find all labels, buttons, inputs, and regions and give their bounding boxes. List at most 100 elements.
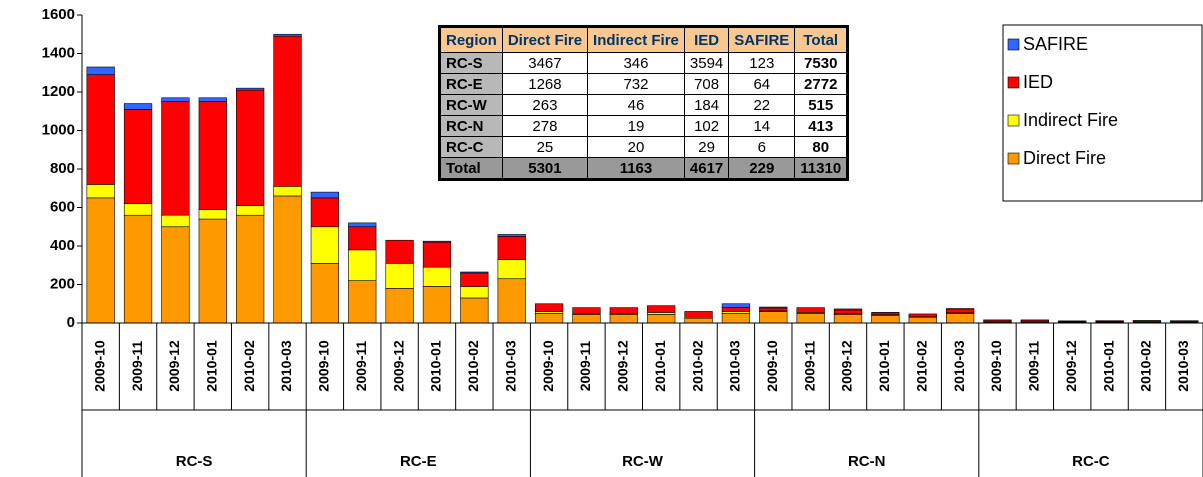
x-tick-label: 2009-12 (615, 340, 631, 392)
x-tick-label: 2010-03 (502, 340, 518, 392)
bar-segment (609, 307, 638, 314)
summary-table: Region Direct Fire Indirect Fire IED SAFIRE T… (438, 25, 850, 181)
bar-segment (273, 195, 302, 324)
bar-segment (945, 308, 975, 314)
bar-segment (833, 309, 863, 315)
table-row: RC-C 25 20 29 6 80 (439, 136, 849, 158)
bar-segment (273, 35, 302, 187)
bar-segment (273, 186, 302, 197)
table-cell: 14 (728, 115, 796, 137)
bar-segment (759, 307, 788, 312)
table-cell: 1163 (587, 157, 685, 180)
table-cell: 7530 (794, 52, 849, 74)
bar-segment (460, 297, 489, 324)
bar-segment (123, 103, 153, 110)
table-cell: RC-E (439, 73, 503, 95)
bar-segment (422, 240, 452, 243)
table-cell: RC-S (439, 52, 503, 74)
bar-segment (460, 272, 489, 287)
table-cell: 732 (587, 73, 685, 95)
bar-segment (534, 303, 564, 312)
bar-segment (422, 266, 452, 287)
table-row: RC-W 263 46 184 22 515 (439, 94, 849, 116)
bar-segment (908, 316, 937, 324)
header-cell: Direct Fire (501, 26, 589, 53)
x-tick-label: 2010-02 (465, 340, 481, 392)
bar-segment (497, 234, 526, 237)
bar-segment (273, 33, 302, 37)
legend-swatch (1007, 38, 1020, 51)
bar-segment (647, 305, 676, 313)
x-tick-label: 2009-11 (129, 340, 145, 391)
bar-segment (310, 197, 340, 228)
table-cell: 263 (501, 94, 589, 116)
x-tick-label: 2010-02 (913, 340, 929, 392)
x-tick-label: 2009-11 (577, 340, 593, 391)
bar-segment (310, 226, 340, 264)
x-tick-label: 2010-03 (278, 340, 294, 392)
table-cell: 22 (728, 94, 796, 116)
legend-swatch (1007, 152, 1020, 165)
x-tick-label: 2009-10 (91, 340, 107, 392)
bar-segment (86, 197, 115, 324)
table-cell: 1268 (501, 73, 589, 95)
y-tick-label: 1600 (42, 6, 75, 23)
bar-segment (385, 288, 414, 324)
bar-segment (422, 286, 452, 324)
x-tick-label: 2010-01 (203, 340, 219, 392)
table-cell: 5301 (501, 157, 589, 180)
header-cell: SAFIRE (728, 26, 796, 53)
table-cell: 102 (683, 115, 730, 137)
table-row: Total 5301 1163 4617 229 11310 (439, 157, 849, 180)
bar-segment (161, 214, 190, 228)
x-tick-label: 2009-12 (390, 340, 406, 392)
y-tick-label: 400 (50, 237, 75, 254)
legend-label: SAFIRE (1023, 34, 1088, 54)
table-cell: 346 (587, 52, 685, 74)
table-cell: 229 (728, 157, 796, 180)
group-label: RC-N (848, 453, 886, 470)
table-cell: 3594 (683, 52, 730, 74)
x-tick-label: 2010-02 (241, 340, 257, 392)
x-tick-label: 2010-02 (1138, 340, 1154, 392)
bar-segment (161, 97, 190, 102)
x-tick-label: 2009-11 (801, 340, 817, 391)
legend-label: Direct Fire (1023, 148, 1106, 168)
table-cell: RC-N (439, 115, 503, 137)
x-tick-label: 2009-12 (1063, 340, 1079, 392)
bar-segment (759, 306, 788, 309)
bar-segment (161, 101, 190, 216)
table-cell: 11310 (794, 157, 849, 180)
bar-segment (796, 307, 825, 313)
bar-segment (198, 218, 227, 324)
bar-segment (497, 259, 526, 280)
bar-segment (86, 184, 115, 199)
bar-segment (310, 191, 340, 199)
bar-segment (497, 278, 526, 324)
table-cell: 515 (794, 94, 849, 116)
bar-segment (348, 222, 377, 228)
group-label: RC-W (622, 453, 664, 470)
table-cell: 708 (683, 73, 730, 95)
x-tick-label: 2009-12 (166, 340, 182, 392)
legend-label: Indirect Fire (1023, 110, 1118, 130)
header-cell: Region (439, 26, 503, 53)
y-tick-label: 600 (50, 198, 75, 215)
bar-segment (908, 313, 937, 318)
bar-segment (721, 303, 751, 308)
bar-segment (945, 313, 975, 324)
y-tick-label: 1000 (42, 121, 75, 138)
x-tick-label: 2009-11 (353, 340, 369, 391)
bar-segment (385, 263, 414, 289)
bar-segment (198, 101, 227, 210)
bar-segment (310, 263, 340, 324)
bar-segment (198, 97, 227, 102)
bar-segment (348, 280, 377, 324)
bar-segment (572, 314, 601, 324)
bar-segment (684, 311, 713, 318)
table-cell: 278 (501, 115, 589, 137)
table-cell: 3467 (501, 52, 589, 74)
table-row: RC-N 278 19 102 14 413 (439, 115, 849, 137)
bar-segment (609, 314, 638, 324)
